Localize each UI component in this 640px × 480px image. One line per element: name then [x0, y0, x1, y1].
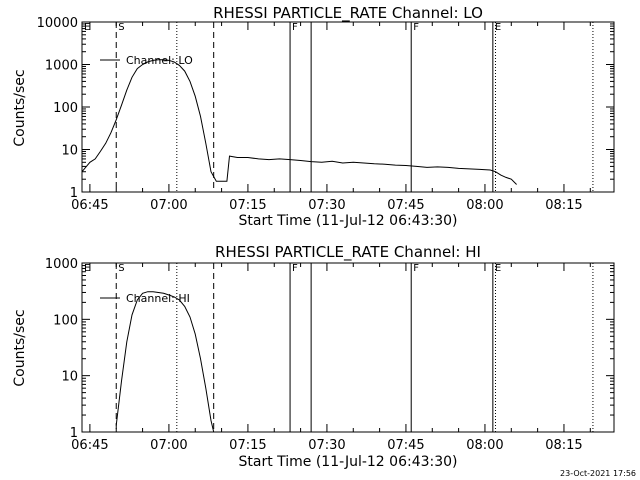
x-tick-label: 08:15: [545, 438, 582, 453]
footer-date: 23-Oct-2021 17:56: [560, 469, 636, 478]
y-tick-label: 1: [70, 186, 78, 201]
y-tick-label: 10000: [37, 16, 78, 31]
x-tick-label: 08:15: [545, 198, 582, 213]
event-marker-label: F: [292, 22, 298, 33]
x-tick-label: 07:45: [387, 198, 424, 213]
y-tick-label: 1000: [45, 257, 78, 272]
event-marker-label: E: [84, 22, 90, 33]
series-line: [81, 59, 517, 185]
x-tick-label: 06:45: [71, 198, 108, 213]
x-tick-label: 07:00: [150, 438, 187, 453]
event-marker-label: S: [118, 22, 124, 33]
event-marker-label: S: [118, 263, 124, 274]
y-axis-label: Counts/sec: [12, 309, 28, 386]
panel-hi: RHESSI PARTICLE_RATE Channel: HI Start T…: [12, 243, 615, 470]
x-tick-label: 07:30: [308, 198, 345, 213]
y-tick-label: 1000: [45, 59, 78, 74]
x-tick-label: 06:45: [71, 438, 108, 453]
panel-lo: RHESSI PARTICLE_RATE Channel: LO Start T…: [12, 4, 615, 229]
y-axis-label: Counts/sec: [12, 69, 28, 146]
event-marker-label: E: [84, 263, 90, 274]
x-tick-label: 07:45: [387, 438, 424, 453]
chart-title: RHESSI PARTICLE_RATE Channel: LO: [213, 4, 483, 23]
event-marker-label: E: [495, 22, 501, 33]
x-axis-label: Start Time (11-Jul-12 06:43:30): [238, 213, 457, 229]
y-tick-label: 100: [53, 101, 78, 116]
x-tick-label: 08:00: [466, 198, 503, 213]
y-tick-label: 10: [61, 370, 78, 385]
y-tick-label: 100: [53, 313, 78, 328]
plot-frame: [81, 262, 615, 433]
y-tick-label: 10: [61, 144, 78, 159]
y-tick-label: 1: [70, 426, 78, 441]
series-line: [115, 291, 215, 433]
event-marker-label: F: [292, 263, 298, 274]
x-tick-label: 07:15: [229, 438, 266, 453]
x-tick-label: 07:30: [308, 438, 345, 453]
event-marker-label: F: [413, 22, 419, 33]
x-axis-label: Start Time (11-Jul-12 06:43:30): [238, 454, 457, 470]
event-marker-label: E: [495, 263, 501, 274]
legend-label: Channel: LO: [126, 54, 193, 67]
legend-label: Channel: HI: [126, 292, 190, 305]
x-tick-label: 07:15: [229, 198, 266, 213]
x-tick-label: 07:00: [150, 198, 187, 213]
x-tick-label: 08:00: [466, 438, 503, 453]
chart-title: RHESSI PARTICLE_RATE Channel: HI: [215, 243, 481, 262]
event-marker-label: F: [413, 263, 419, 274]
